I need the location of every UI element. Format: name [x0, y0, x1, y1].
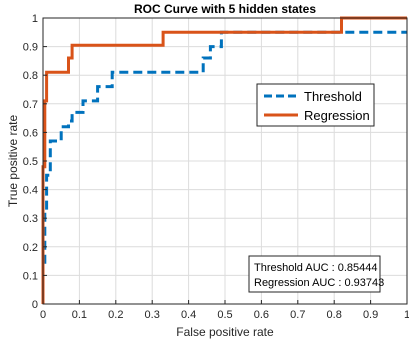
series-line-threshold: [41, 30, 407, 304]
y-tick-label: 0.6: [23, 127, 38, 139]
y-tick-label: 1: [32, 13, 38, 25]
y-tick-label: 0.9: [23, 42, 38, 54]
chart-title: ROC Curve with 5 hidden states: [134, 2, 316, 16]
x-tick-label: 0.4: [181, 309, 196, 321]
legend: Threshold Regression: [256, 83, 375, 127]
auc-box: [248, 255, 381, 293]
x-tick-label: 0.3: [145, 309, 160, 321]
legend-box: [256, 83, 375, 127]
y-tick-label: 0.1: [23, 270, 38, 282]
series-layer: [41, 16, 407, 304]
y-tick-label: 0.8: [23, 70, 38, 82]
x-tick-label: 0.9: [363, 309, 378, 321]
auc-threshold-text: Threshold AUC : 0.85444: [254, 262, 378, 274]
y-tick-label: 0.3: [23, 213, 38, 225]
x-tick-label: 0.8: [327, 309, 342, 321]
auc-regression-text: Regression AUC : 0.93743: [254, 277, 384, 289]
y-tick-label: 0.4: [23, 185, 38, 197]
x-tick-label: 0.2: [108, 309, 123, 321]
x-tick-label: 1: [404, 309, 409, 321]
y-tick-label: 0.2: [23, 242, 38, 254]
legend-label-regression: Regression: [304, 108, 370, 123]
series-line-regression: [41, 16, 407, 304]
x-tick-label: 0.7: [290, 309, 305, 321]
x-tick-label: 0.6: [254, 309, 269, 321]
y-axis-label: True positive rate: [6, 115, 20, 208]
y-tick-label: 0.5: [23, 156, 38, 168]
y-tick-label: 0.7: [23, 99, 38, 111]
tick-layer: 0 0.1 0.2 0.3 0.4 0.5 0.6 0.7 0.8 0.9 1 0 0.1 0.2 0.3 0…: [23, 13, 409, 321]
auc-annotation: Threshold AUC : 0.85444 Regression AUC :…: [248, 255, 384, 293]
legend-label-threshold: Threshold: [304, 89, 362, 104]
y-tick-label: 0: [32, 299, 38, 311]
x-axis-label: False positive rate: [176, 325, 274, 339]
x-tick-label: 0.1: [72, 309, 87, 321]
x-tick-label: 0: [40, 309, 46, 321]
x-tick-label: 0.5: [217, 309, 232, 321]
